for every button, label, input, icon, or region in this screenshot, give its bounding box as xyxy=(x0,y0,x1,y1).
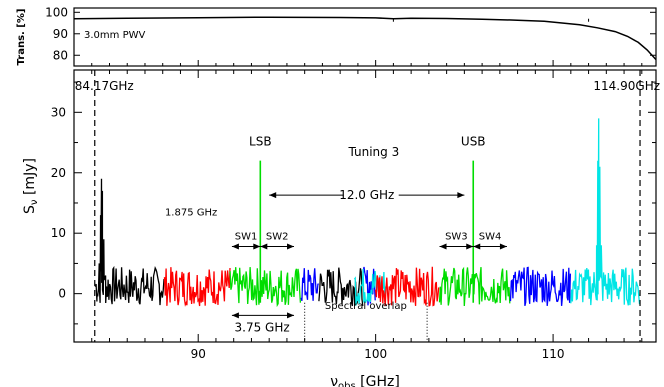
pwv-label: 3.0mm PWV xyxy=(84,30,145,41)
transmission-frame xyxy=(74,8,656,66)
sideband-width-arrow-head-right xyxy=(287,312,294,318)
band-edge-label: 84.17GHz xyxy=(75,79,134,93)
x-axis-label-sub: obs xyxy=(338,381,356,387)
overlap-label: Spectral overlap xyxy=(325,301,407,312)
spectrum-segment-3 xyxy=(301,268,319,301)
spectrum-segment-0 xyxy=(95,179,164,305)
window-label: SW4 xyxy=(479,231,502,242)
spectrum-segment-1 xyxy=(165,267,231,306)
window-arrow-head-left xyxy=(232,243,239,249)
window-arrow-head-right xyxy=(287,243,294,249)
window-arrow-head-left xyxy=(473,243,480,249)
window-label: SW1 xyxy=(235,231,258,242)
sideband-width-label: 3.75 GHz xyxy=(235,320,290,334)
sideband-separation-label: 12.0 GHz xyxy=(339,188,394,202)
window-label: SW3 xyxy=(445,231,468,242)
y-axis-label-unit: [mJy] xyxy=(22,158,38,199)
y-tick-label: 0 xyxy=(58,287,66,301)
trans-ytick-label: 100 xyxy=(45,5,68,19)
sideband-label: USB xyxy=(461,135,486,149)
separation-arrowhead-left xyxy=(269,192,276,198)
x-tick-label: 90 xyxy=(191,347,206,361)
x-axis-label-unit: [GHz] xyxy=(356,374,400,387)
band-edge-label: 114.90GHz xyxy=(593,79,660,93)
transmission-curve xyxy=(74,17,656,59)
y-axis-label: Sν [mJy] xyxy=(22,158,40,214)
transmission-panel: 80 90 100 Trans. [%] 3.0mm PWV xyxy=(16,5,656,66)
spectrum-segment-10 xyxy=(571,118,640,305)
window-arrow-head-right xyxy=(466,243,473,249)
x-axis-label: νobs [GHz] xyxy=(330,374,400,387)
window-arrow-head-left xyxy=(440,243,447,249)
window-label: SW2 xyxy=(266,231,289,242)
x-tick-label: 100 xyxy=(364,347,387,361)
spectrum-panel: 90 100 110 0 10 20 30 Sν [mJy] νobs [GHz] xyxy=(22,70,656,387)
y-tick-label: 20 xyxy=(51,166,66,180)
y-tick-label: 10 xyxy=(51,226,66,240)
window-width-label: 1.875 GHz xyxy=(165,208,217,219)
window-arrow-head-left xyxy=(260,243,267,249)
window-arrow-head-right xyxy=(253,243,260,249)
sideband-label: LSB xyxy=(249,135,272,149)
y-tick-label: 30 xyxy=(51,105,66,119)
trans-ytick-label: 90 xyxy=(53,27,68,41)
spectrum-segment-8 xyxy=(440,267,510,306)
separation-arrowhead-right xyxy=(457,192,464,198)
sideband-width-arrow-head-left xyxy=(232,312,239,318)
spectrum-segment-2 xyxy=(230,267,300,305)
trans-ytick-label: 80 xyxy=(53,48,68,62)
chart-title: Tuning 3 xyxy=(348,145,400,159)
trans-ylabel: Trans. [%] xyxy=(16,9,27,66)
window-arrow-head-right xyxy=(500,243,507,249)
x-tick-label: 110 xyxy=(542,347,565,361)
spectrum-segment-9 xyxy=(511,267,571,306)
